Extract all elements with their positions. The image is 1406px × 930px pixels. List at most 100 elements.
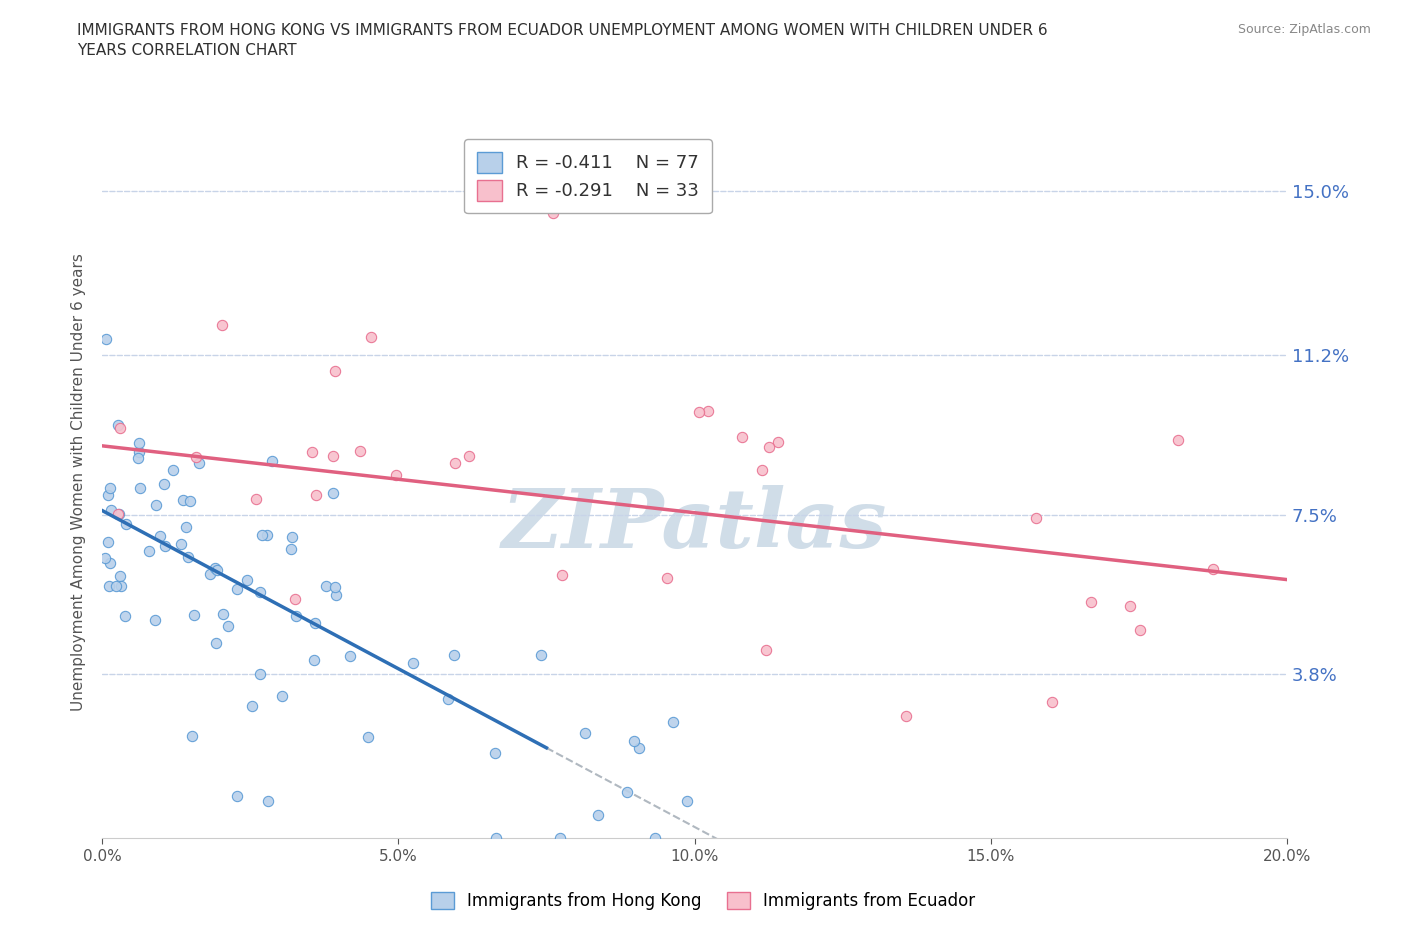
Point <box>226 789 249 804</box>
Point <box>662 714 685 729</box>
Point <box>217 618 239 633</box>
Text: IMMIGRANTS FROM HONG KONG VS IMMIGRANTS FROM ECUADOR UNEMPLOYMENT AMONG WOMEN WI: IMMIGRANTS FROM HONG KONG VS IMMIGRANTS … <box>77 23 1047 58</box>
Point <box>107 507 129 522</box>
Point <box>110 578 132 593</box>
Point <box>107 418 129 432</box>
Point <box>128 435 150 450</box>
Point <box>551 567 574 582</box>
Point <box>97 578 120 593</box>
Point <box>1080 594 1102 609</box>
Point <box>169 537 191 551</box>
Point <box>541 206 564 220</box>
Point <box>530 648 553 663</box>
Point <box>302 653 325 668</box>
Point <box>114 608 136 623</box>
Point <box>322 485 344 500</box>
Point <box>100 502 122 517</box>
Point <box>315 578 337 593</box>
Point <box>676 794 699 809</box>
Point <box>339 648 361 663</box>
Point <box>145 498 167 512</box>
Point <box>755 643 778 658</box>
Point <box>104 578 127 593</box>
Point <box>301 445 323 459</box>
Point <box>97 534 120 549</box>
Point <box>349 444 371 458</box>
Point <box>236 572 259 587</box>
Point <box>281 530 304 545</box>
Point <box>138 543 160 558</box>
Point <box>205 635 228 650</box>
Point <box>211 606 233 621</box>
Point <box>436 692 458 707</box>
Point <box>149 528 172 543</box>
Legend: R = -0.411    N = 77, R = -0.291    N = 33: R = -0.411 N = 77, R = -0.291 N = 33 <box>464 140 711 213</box>
Point <box>128 445 150 459</box>
Point <box>325 364 347 379</box>
Point <box>127 451 149 466</box>
Point <box>249 667 271 682</box>
Point <box>688 405 710 420</box>
Point <box>153 538 176 553</box>
Point <box>128 481 150 496</box>
Point <box>285 609 308 624</box>
Point <box>249 584 271 599</box>
Point <box>696 404 718 418</box>
Point <box>586 808 609 823</box>
Point <box>96 331 118 346</box>
Point <box>485 831 508 846</box>
Point <box>1167 432 1189 447</box>
Point <box>305 487 328 502</box>
Point <box>98 556 121 571</box>
Point <box>108 420 131 435</box>
Point <box>162 463 184 478</box>
Point <box>357 729 380 744</box>
Point <box>1040 695 1063 710</box>
Point <box>108 568 131 583</box>
Point <box>655 570 678 585</box>
Point <box>484 746 506 761</box>
Text: Source: ZipAtlas.com: Source: ZipAtlas.com <box>1237 23 1371 36</box>
Point <box>262 454 284 469</box>
Point <box>174 519 197 534</box>
Point <box>250 528 273 543</box>
Point <box>548 831 571 846</box>
Point <box>1202 561 1225 576</box>
Point <box>98 480 121 495</box>
Point <box>226 582 249 597</box>
Point <box>628 740 651 755</box>
Point <box>402 656 425 671</box>
Point <box>107 506 129 521</box>
Point <box>179 494 201 509</box>
Point <box>896 709 918 724</box>
Point <box>751 462 773 477</box>
Point <box>385 468 408 483</box>
Point <box>644 831 666 846</box>
Text: ZIPatlas: ZIPatlas <box>502 485 887 565</box>
Point <box>322 448 344 463</box>
Point <box>205 563 228 578</box>
Point <box>204 561 226 576</box>
Point <box>457 448 479 463</box>
Point <box>304 616 326 631</box>
Point <box>444 455 467 470</box>
Point <box>443 648 465 663</box>
Point <box>325 580 347 595</box>
Point <box>284 591 307 606</box>
Point <box>758 440 780 455</box>
Point <box>200 567 222 582</box>
Point <box>766 434 789 449</box>
Point <box>180 728 202 743</box>
Point <box>616 785 638 800</box>
Point <box>280 541 302 556</box>
Point <box>115 517 138 532</box>
Point <box>1025 511 1047 525</box>
Point <box>731 430 754 445</box>
Point <box>211 318 233 333</box>
Point <box>152 476 174 491</box>
Point <box>574 726 596 741</box>
Point <box>143 612 166 627</box>
Legend: Immigrants from Hong Kong, Immigrants from Ecuador: Immigrants from Hong Kong, Immigrants fr… <box>423 885 983 917</box>
Point <box>360 330 382 345</box>
Point <box>1119 599 1142 614</box>
